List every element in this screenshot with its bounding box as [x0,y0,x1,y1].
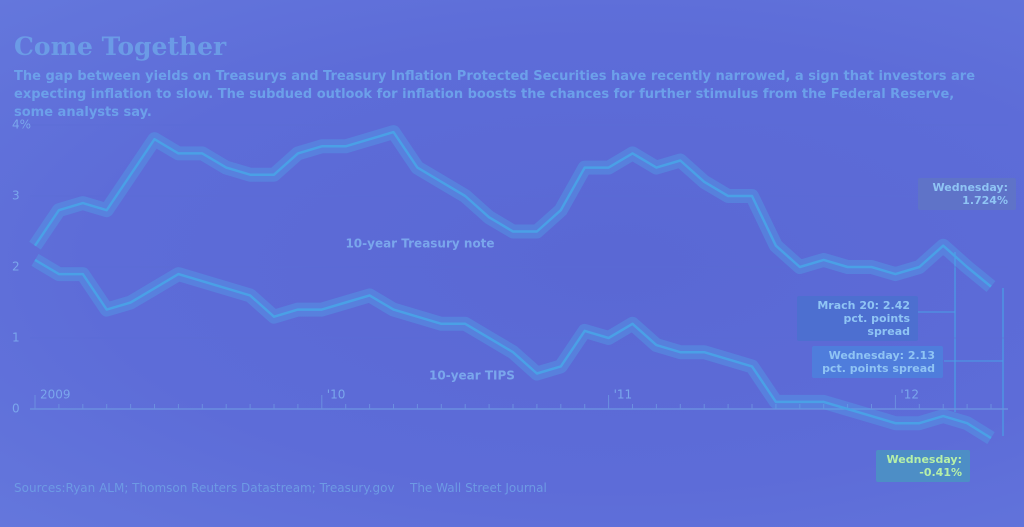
y-tick-label: 3 [12,189,20,203]
series-label: 10-year TIPS [429,369,515,383]
series-glow [29,125,996,293]
chart-title: Come Together [14,32,227,61]
annotation: Wednesday: 2.13 pct. points spread [812,346,943,378]
annotation: Wednesday: 1.724% [918,178,1016,210]
x-tick-label: '12 [900,388,919,402]
publisher: The Wall Street Journal [410,481,547,495]
chart-subtitle: The gap between yields on Treasurys and … [14,69,976,120]
series-line [34,258,992,440]
source: Sources:Ryan ALM; Thomson Reuters Datast… [14,481,395,495]
x-tick-label: '10 [327,388,346,402]
y-tick-label: 4% [12,118,31,132]
y-tick-label: 2 [12,260,20,274]
series-line [33,130,992,288]
y-tick-label: 1 [12,331,20,345]
y-tick-label: 0 [12,402,20,416]
x-tick-label: 2009 [40,388,71,402]
annotation: Wednesday: -0.41% [876,450,970,482]
annotation: Mrach 20: 2.42 pct. points spread [797,296,918,341]
x-tick-label: '11 [614,388,633,402]
series-label: 10-year Treasury note [345,237,494,251]
